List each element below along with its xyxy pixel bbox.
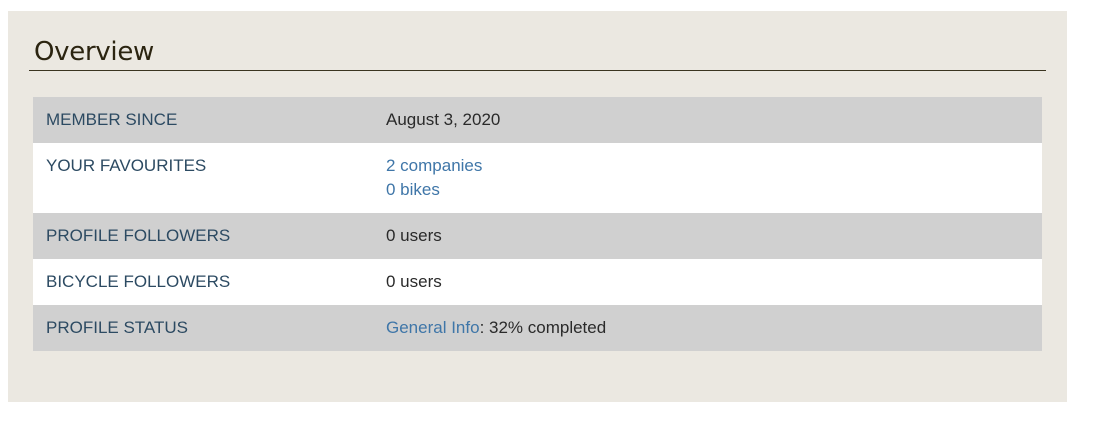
member-since-value: August 3, 2020	[386, 110, 501, 129]
favourites-label: YOUR FAVOURITES	[46, 156, 207, 175]
profile-status-text: : 32% completed	[479, 318, 607, 337]
profile-followers-value: 0 users	[386, 226, 442, 245]
member-since-label: MEMBER SINCE	[46, 110, 178, 129]
favourite-companies-link[interactable]: 2 companies	[386, 156, 483, 175]
profile-status-value: General Info: 32% completed	[386, 316, 1042, 340]
table-row-member-since: MEMBER SINCE August 3, 2020	[33, 97, 1042, 143]
table-row-profile-followers: PROFILE FOLLOWERS 0 users	[33, 213, 1042, 259]
overview-table: MEMBER SINCE August 3, 2020 YOUR FAVOURI…	[33, 97, 1042, 351]
overview-panel: Overview MEMBER SINCE August 3, 2020 YOU…	[8, 11, 1067, 402]
general-info-link[interactable]: General Info	[386, 318, 480, 337]
favourite-bikes-link[interactable]: 0 bikes	[386, 180, 440, 199]
section-title: Overview	[34, 37, 155, 67]
profile-followers-label: PROFILE FOLLOWERS	[46, 226, 231, 245]
bicycle-followers-value: 0 users	[386, 272, 442, 291]
table-row-bicycle-followers: BICYCLE FOLLOWERS 0 users	[33, 259, 1042, 305]
title-divider	[29, 70, 1046, 71]
table-row-profile-status: PROFILE STATUS General Info: 32% complet…	[33, 305, 1042, 351]
bicycle-followers-label: BICYCLE FOLLOWERS	[46, 272, 231, 291]
favourites-value: 2 companies 0 bikes	[386, 154, 1042, 202]
profile-status-label: PROFILE STATUS	[46, 318, 189, 337]
table-row-favourites: YOUR FAVOURITES 2 companies 0 bikes	[33, 143, 1042, 213]
